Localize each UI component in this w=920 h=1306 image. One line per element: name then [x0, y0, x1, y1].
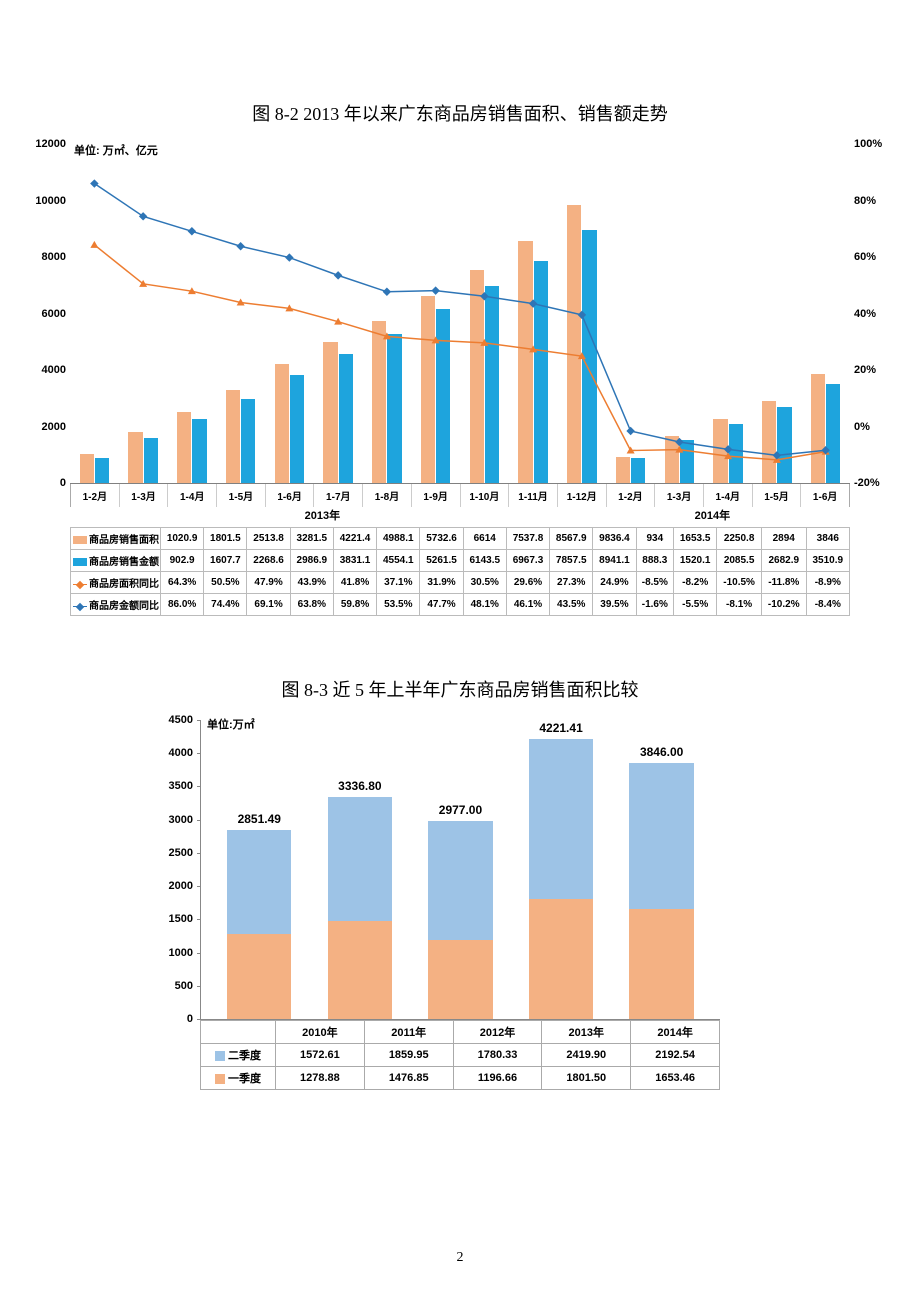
- chart1-year-row: 2013年2014年: [70, 507, 850, 523]
- chart2-y-axis: 050010001500200025003000350040004500: [157, 720, 197, 1019]
- chart2-data-table: 2010年2011年2012年2013年2014年二季度1572.611859.…: [200, 1020, 720, 1090]
- chart1-plot: 单位: 万㎡、亿元 020004000600080001000012000 -2…: [70, 144, 850, 484]
- chart1-title: 图 8-2 2013 年以来广东商品房销售面积、销售额走势: [60, 100, 860, 126]
- chart2-title: 图 8-3 近 5 年上半年广东商品房销售面积比较: [60, 676, 860, 702]
- chart1-y-left: 020004000600080001000012000: [30, 144, 66, 483]
- chart1-bars: [70, 144, 850, 483]
- chart1-x-axis: 1-2月1-3月1-4月1-5月1-6月1-7月1-8月1-9月1-10月1-1…: [70, 484, 850, 507]
- page: 图 8-2 2013 年以来广东商品房销售面积、销售额走势 单位: 万㎡、亿元 …: [0, 0, 920, 1306]
- chart1-y-right: -20%0%20%40%60%80%100%: [854, 144, 890, 483]
- chart2: 单位:万㎡ 0500100015002000250030003500400045…: [200, 720, 720, 1090]
- chart1: 单位: 万㎡、亿元 020004000600080001000012000 -2…: [70, 144, 850, 616]
- chart2-plot: 单位:万㎡ 0500100015002000250030003500400045…: [200, 720, 720, 1020]
- page-number: 2: [60, 1250, 860, 1266]
- chart2-bars: 2851.493336.802977.004221.413846.00: [201, 720, 720, 1019]
- chart1-data-table: 商品房销售面积1020.91801.52513.83281.54221.4498…: [70, 527, 850, 616]
